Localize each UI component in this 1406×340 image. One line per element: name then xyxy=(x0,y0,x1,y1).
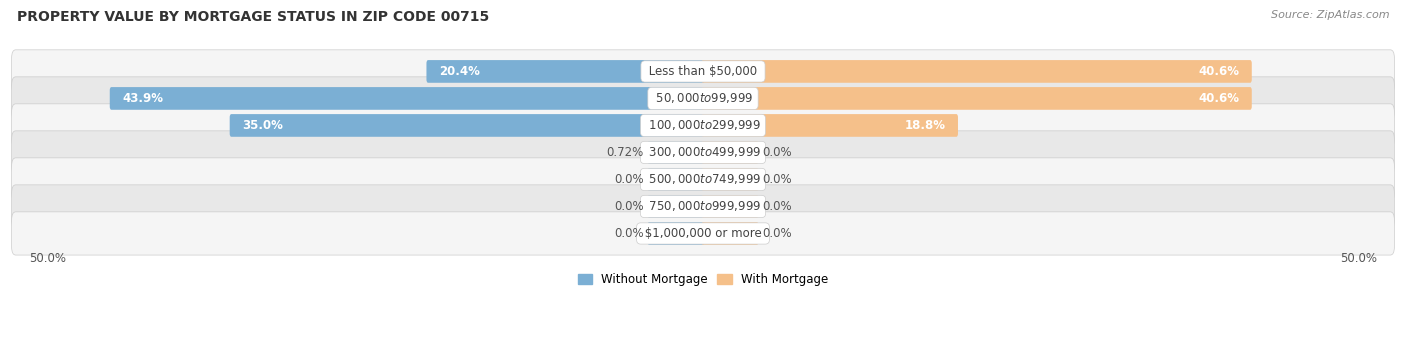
Text: $50,000 to $99,999: $50,000 to $99,999 xyxy=(652,91,754,105)
Text: $300,000 to $499,999: $300,000 to $499,999 xyxy=(644,146,762,159)
FancyBboxPatch shape xyxy=(702,114,957,137)
Text: 43.9%: 43.9% xyxy=(122,92,163,105)
FancyBboxPatch shape xyxy=(702,87,1251,110)
FancyBboxPatch shape xyxy=(648,168,704,191)
Text: 18.8%: 18.8% xyxy=(904,119,946,132)
FancyBboxPatch shape xyxy=(11,158,1395,201)
FancyBboxPatch shape xyxy=(702,60,1251,83)
Text: Source: ZipAtlas.com: Source: ZipAtlas.com xyxy=(1271,10,1389,20)
Text: 20.4%: 20.4% xyxy=(439,65,479,78)
Text: 50.0%: 50.0% xyxy=(30,252,66,265)
Text: 0.0%: 0.0% xyxy=(762,146,792,159)
Text: 0.0%: 0.0% xyxy=(614,200,644,213)
FancyBboxPatch shape xyxy=(426,60,704,83)
Text: $100,000 to $299,999: $100,000 to $299,999 xyxy=(644,118,762,133)
FancyBboxPatch shape xyxy=(702,195,758,218)
Legend: Without Mortgage, With Mortgage: Without Mortgage, With Mortgage xyxy=(574,269,832,291)
Text: PROPERTY VALUE BY MORTGAGE STATUS IN ZIP CODE 00715: PROPERTY VALUE BY MORTGAGE STATUS IN ZIP… xyxy=(17,10,489,24)
FancyBboxPatch shape xyxy=(11,212,1395,255)
FancyBboxPatch shape xyxy=(11,104,1395,147)
Text: 50.0%: 50.0% xyxy=(1340,252,1376,265)
Text: 0.0%: 0.0% xyxy=(614,227,644,240)
FancyBboxPatch shape xyxy=(702,222,758,245)
FancyBboxPatch shape xyxy=(11,131,1395,174)
FancyBboxPatch shape xyxy=(11,77,1395,120)
FancyBboxPatch shape xyxy=(110,87,704,110)
FancyBboxPatch shape xyxy=(702,168,758,191)
Text: Less than $50,000: Less than $50,000 xyxy=(645,65,761,78)
FancyBboxPatch shape xyxy=(702,141,758,164)
FancyBboxPatch shape xyxy=(11,185,1395,228)
Text: $750,000 to $999,999: $750,000 to $999,999 xyxy=(644,200,762,214)
Text: 35.0%: 35.0% xyxy=(242,119,283,132)
FancyBboxPatch shape xyxy=(648,222,704,245)
FancyBboxPatch shape xyxy=(229,114,704,137)
Text: 0.0%: 0.0% xyxy=(762,200,792,213)
FancyBboxPatch shape xyxy=(11,50,1395,93)
Text: 0.0%: 0.0% xyxy=(762,173,792,186)
FancyBboxPatch shape xyxy=(648,195,704,218)
Text: 0.0%: 0.0% xyxy=(614,173,644,186)
Text: 0.0%: 0.0% xyxy=(762,227,792,240)
Text: 40.6%: 40.6% xyxy=(1198,92,1239,105)
Text: 0.72%: 0.72% xyxy=(606,146,644,159)
Text: $1,000,000 or more: $1,000,000 or more xyxy=(641,227,765,240)
FancyBboxPatch shape xyxy=(648,141,704,164)
Text: 40.6%: 40.6% xyxy=(1198,65,1239,78)
Text: $500,000 to $749,999: $500,000 to $749,999 xyxy=(644,172,762,186)
